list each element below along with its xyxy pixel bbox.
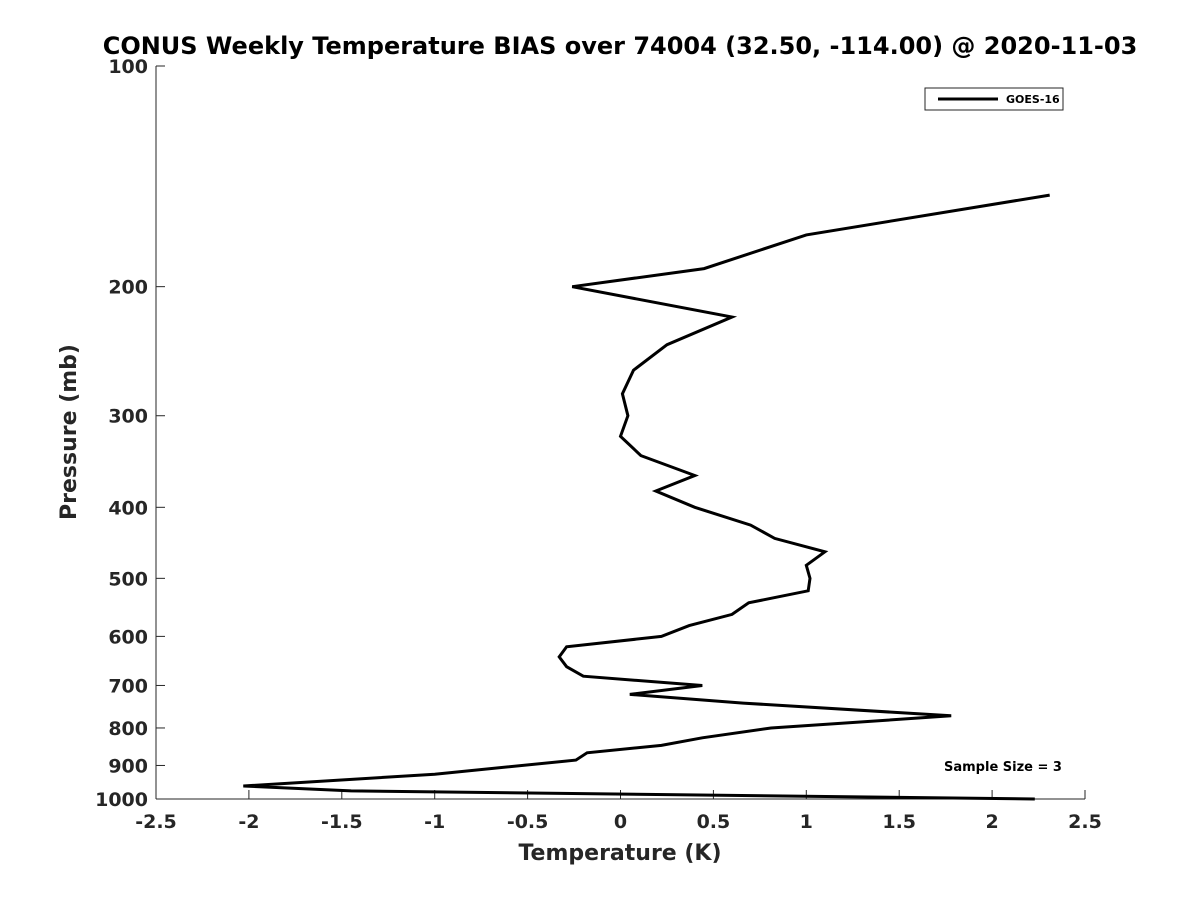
x-tick-label: 2.5: [1068, 811, 1102, 833]
legend-label-goes-16: GOES-16: [1006, 93, 1060, 106]
x-axis-label: Temperature (K): [518, 841, 721, 866]
x-tick-label: -1.5: [321, 811, 363, 833]
x-tick-label: -1: [424, 811, 445, 833]
chart-title: CONUS Weekly Temperature BIAS over 74004…: [103, 32, 1138, 60]
x-tick-label: 1: [800, 811, 813, 833]
y-tick-label: 100: [108, 56, 148, 78]
y-tick-label: 800: [108, 718, 148, 740]
x-tick-label: 0: [614, 811, 627, 833]
y-tick-label: 1000: [95, 789, 148, 811]
y-tick-label: 400: [108, 497, 148, 519]
x-tick-label: -0.5: [507, 811, 549, 833]
y-tick-label: 700: [108, 675, 148, 697]
y-tick-label: 200: [108, 277, 148, 299]
legend: GOES-16: [924, 87, 1064, 111]
tick-marks: -2.5 -2 -1.5 -1 -0.5 0 0.5 1 1.5 2 2.5 100 200 300 400…: [95, 56, 1102, 833]
x-tick-label: 1.5: [882, 811, 916, 833]
x-tick-label: 0.5: [697, 811, 731, 833]
y-tick-label: 900: [108, 755, 148, 777]
x-tick-label: -2: [238, 811, 259, 833]
sample-size-annotation: Sample Size = 3: [944, 760, 1062, 775]
y-tick-label: 600: [108, 626, 148, 648]
y-axis-label: Pressure (mb): [57, 344, 82, 520]
x-tick-label: 2: [985, 811, 998, 833]
series-line-goes-16: [243, 193, 1050, 801]
series-layer: [243, 193, 1050, 801]
y-tick-label: 300: [108, 406, 148, 428]
x-tick-label: -2.5: [135, 811, 177, 833]
y-tick-label: 500: [108, 568, 148, 590]
